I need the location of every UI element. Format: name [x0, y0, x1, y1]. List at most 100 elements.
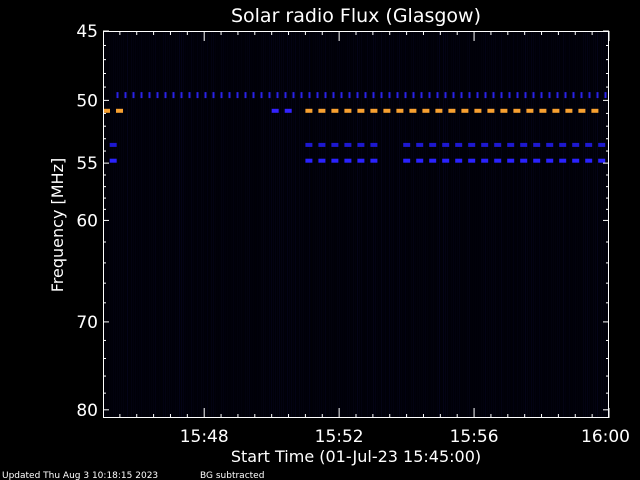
noise-streak	[381, 32, 382, 417]
noise-streak	[463, 32, 464, 417]
band-segment	[409, 108, 417, 113]
band-segment	[344, 142, 352, 147]
noise-streak	[117, 32, 118, 417]
noise-streak	[205, 32, 206, 417]
noise-streak	[375, 32, 376, 417]
band-segment	[252, 92, 255, 99]
band-segment	[580, 92, 583, 99]
band-segment	[520, 142, 528, 147]
noise-streak	[491, 32, 492, 417]
noise-streak	[161, 32, 162, 417]
noise-streak	[349, 32, 350, 417]
noise-streak	[121, 32, 122, 417]
noise-streak	[445, 32, 446, 417]
noise-streak	[323, 32, 324, 417]
footer-updated: Updated Thu Aug 3 10:18:15 2023	[2, 471, 158, 480]
noise-streak	[343, 32, 344, 417]
noise-streak	[317, 32, 318, 417]
footer-note: BG subtracted	[200, 471, 264, 480]
noise-streak	[335, 32, 336, 417]
band-segment	[598, 158, 606, 163]
band-segment	[546, 158, 554, 163]
band-segment	[565, 108, 573, 113]
noise-streak	[451, 32, 452, 417]
noise-streak	[235, 32, 236, 417]
noise-streak	[563, 32, 564, 417]
band-segment	[196, 92, 199, 99]
band-segment	[228, 92, 231, 99]
noise-streak	[523, 32, 524, 417]
noise-streak	[599, 32, 600, 417]
noise-streak	[475, 32, 476, 417]
band-segment	[487, 108, 495, 113]
band-segment	[412, 92, 415, 99]
noise-streak	[315, 32, 316, 417]
noise-streak	[441, 32, 442, 417]
band-segment	[520, 158, 528, 163]
noise-streak	[165, 32, 166, 417]
band-segment	[103, 108, 110, 113]
noise-streak	[299, 32, 300, 417]
noise-streak	[237, 32, 238, 417]
noise-layer	[105, 32, 608, 417]
band-segment	[292, 92, 295, 99]
noise-streak	[231, 32, 232, 417]
band-segment	[507, 142, 515, 147]
band-segment	[500, 92, 503, 99]
band-segment	[383, 108, 391, 113]
noise-streak	[367, 32, 368, 417]
band-segment	[481, 142, 489, 147]
noise-streak	[577, 32, 578, 417]
noise-streak	[259, 32, 260, 417]
noise-streak	[603, 32, 604, 417]
band-segment	[455, 142, 463, 147]
band-segment	[188, 92, 191, 99]
noise-streak	[183, 32, 184, 417]
noise-streak	[455, 32, 456, 417]
band-segment	[461, 108, 469, 113]
noise-streak	[307, 32, 308, 417]
noise-streak	[293, 32, 294, 417]
noise-streak	[289, 32, 290, 417]
band-segment	[591, 108, 599, 113]
noise-streak	[325, 32, 326, 417]
noise-streak	[119, 32, 120, 417]
noise-streak	[125, 32, 126, 417]
band-segment	[559, 142, 567, 147]
noise-streak	[447, 32, 448, 417]
band-segment	[578, 108, 586, 113]
band-segment	[572, 142, 580, 147]
y-tick-label: 70	[76, 313, 98, 333]
y-tick-label: 60	[76, 211, 98, 231]
band-segment	[357, 142, 365, 147]
noise-streak	[471, 32, 472, 417]
noise-streak	[229, 32, 230, 417]
band-segment	[476, 92, 479, 99]
noise-streak	[133, 32, 134, 417]
noise-streak	[177, 32, 178, 417]
noise-streak	[501, 32, 502, 417]
noise-streak	[281, 32, 282, 417]
band-segment	[370, 142, 378, 147]
band-segment	[403, 158, 411, 163]
noise-streak	[607, 32, 608, 417]
noise-streak	[431, 32, 432, 417]
noise-streak	[537, 32, 538, 417]
noise-streak	[185, 32, 186, 417]
band-segment	[533, 142, 541, 147]
noise-streak	[311, 32, 312, 417]
noise-streak	[113, 32, 114, 417]
noise-streak	[145, 32, 146, 417]
noise-streak	[233, 32, 234, 417]
noise-streak	[207, 32, 208, 417]
noise-streak	[449, 32, 450, 417]
band-segment	[318, 108, 326, 113]
band-segment	[460, 92, 463, 99]
band-segment	[539, 108, 547, 113]
noise-streak	[279, 32, 280, 417]
noise-streak	[497, 32, 498, 417]
band-segment	[331, 158, 339, 163]
noise-streak	[191, 32, 192, 417]
x-tick-label: 15:48	[180, 427, 229, 447]
band-segment	[559, 158, 567, 163]
